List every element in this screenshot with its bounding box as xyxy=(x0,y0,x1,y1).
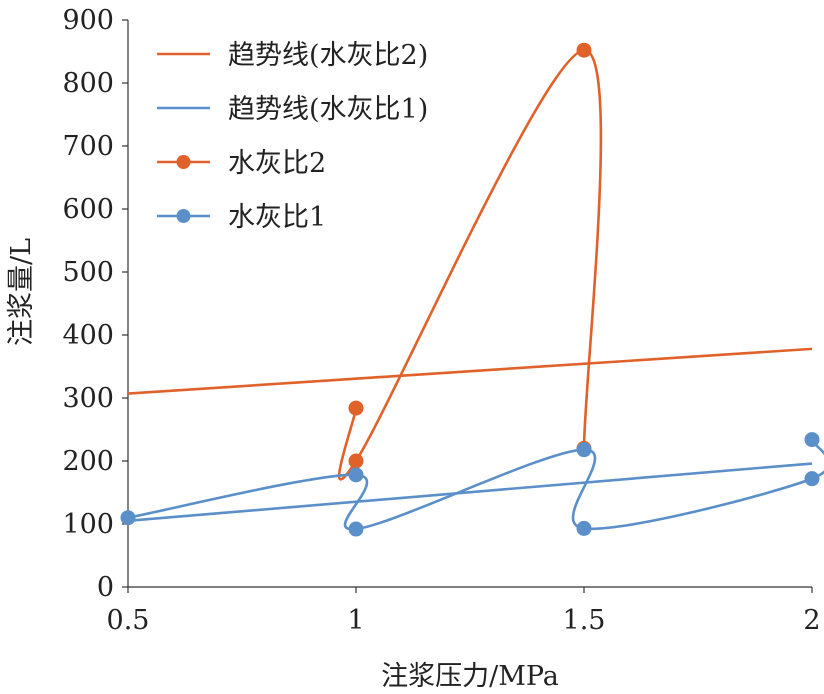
y-tick-label: 400 xyxy=(62,320,114,351)
trendline xyxy=(127,347,813,395)
data-point xyxy=(348,453,364,469)
y-tick-label: 500 xyxy=(62,257,114,288)
legend-label: 趋势线(水灰比1) xyxy=(228,94,428,125)
legend-marker xyxy=(176,209,191,223)
y-tick-label: 200 xyxy=(62,446,114,477)
data-point xyxy=(348,467,364,483)
x-tick-label: 1 xyxy=(347,605,364,636)
data-point xyxy=(804,471,820,487)
data-point xyxy=(120,510,136,526)
data-point xyxy=(576,42,592,58)
y-tick-label: 0 xyxy=(97,572,114,603)
y-tick-label: 800 xyxy=(62,68,114,99)
axes: 0 100 200 300 400 500 600 700 800 900 0.5 1 1.5 2 xyxy=(62,5,820,636)
y-tick-label: 100 xyxy=(62,509,114,540)
x-tick-label: 0.5 xyxy=(107,605,150,636)
series xyxy=(120,42,824,537)
legend-label: 趋势线(水灰比2) xyxy=(228,40,428,71)
legend-label: 水灰比2 xyxy=(228,148,326,179)
y-tick-label: 300 xyxy=(62,383,114,414)
y-tick-label: 600 xyxy=(62,194,114,225)
data-point xyxy=(348,400,364,416)
data-point xyxy=(576,520,592,536)
data-point xyxy=(804,432,820,448)
x-tick-label: 2 xyxy=(803,605,820,636)
y-tick-label: 900 xyxy=(62,5,114,36)
legend: 趋势线(水灰比2) 趋势线(水灰比1) 水灰比2 水灰比1 xyxy=(157,40,428,233)
data-point xyxy=(576,442,592,458)
y-tick-label: 700 xyxy=(62,131,114,162)
data-point xyxy=(348,521,364,537)
legend-marker xyxy=(176,155,191,169)
x-tick-label: 1.5 xyxy=(563,605,606,636)
trendlines xyxy=(127,347,813,523)
x-axis-title: 注浆压力/MPa xyxy=(381,661,559,692)
y-axis-title: 注浆量/L xyxy=(6,238,37,346)
trendline xyxy=(127,462,813,523)
legend-label: 水灰比1 xyxy=(228,202,326,233)
series-line xyxy=(127,439,824,531)
